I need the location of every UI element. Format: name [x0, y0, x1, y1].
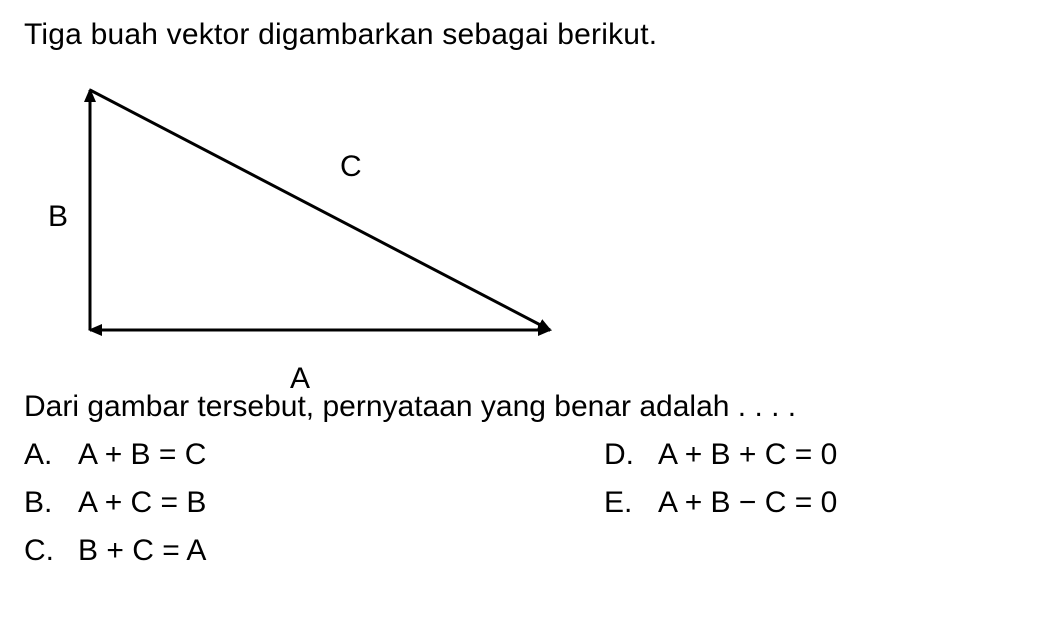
question-intro: Tiga buah vektor digambarkan sebagai ber… — [24, 18, 1038, 52]
vector-diagram: B C A — [30, 70, 590, 380]
option-text: A + B − C = 0 — [658, 486, 837, 520]
option-b: B. A + C = B — [24, 486, 206, 520]
option-letter: C. — [24, 534, 54, 568]
option-text: A + C = B — [78, 486, 206, 520]
question-prompt: Dari gambar tersebut, pernyataan yang be… — [24, 390, 1038, 424]
option-d: D. A + B + C = 0 — [604, 438, 837, 472]
option-letter: D. — [604, 438, 634, 472]
vector-triangle-svg — [30, 70, 590, 380]
vector-label-A: A — [290, 362, 310, 396]
option-letter: A. — [24, 438, 54, 472]
vector-label-C: C — [340, 150, 362, 184]
answer-options: A. A + B = C B. A + C = B C. B + C = A D… — [24, 438, 1038, 588]
option-letter: B. — [24, 486, 54, 520]
vector-label-B: B — [48, 200, 68, 234]
option-e: E. A + B − C = 0 — [604, 486, 837, 520]
option-letter: E. — [604, 486, 634, 520]
option-text: A + B + C = 0 — [658, 438, 837, 472]
option-a: A. A + B = C — [24, 438, 206, 472]
option-text: A + B = C — [78, 438, 206, 472]
option-text: B + C = A — [78, 534, 206, 568]
option-c: C. B + C = A — [24, 534, 206, 568]
